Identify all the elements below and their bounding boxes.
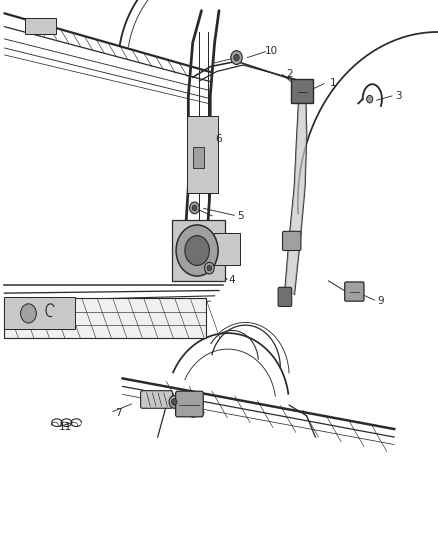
Circle shape — [231, 51, 242, 64]
FancyBboxPatch shape — [278, 287, 292, 306]
FancyBboxPatch shape — [4, 297, 75, 329]
Text: 10: 10 — [265, 46, 278, 55]
Circle shape — [207, 265, 212, 271]
FancyBboxPatch shape — [141, 391, 173, 408]
Text: 1: 1 — [329, 78, 336, 87]
Text: 3: 3 — [395, 91, 402, 101]
FancyBboxPatch shape — [345, 282, 364, 301]
Polygon shape — [285, 101, 307, 294]
Text: 2: 2 — [286, 69, 293, 78]
Circle shape — [176, 225, 218, 276]
Circle shape — [190, 202, 199, 214]
Circle shape — [205, 262, 214, 274]
FancyBboxPatch shape — [214, 233, 240, 265]
FancyBboxPatch shape — [187, 116, 218, 193]
Circle shape — [185, 236, 209, 265]
Circle shape — [21, 304, 36, 323]
Text: 2: 2 — [4, 309, 10, 318]
Text: 7: 7 — [115, 408, 122, 418]
FancyBboxPatch shape — [25, 18, 56, 34]
Circle shape — [192, 205, 197, 211]
Text: 11: 11 — [59, 423, 72, 432]
Text: 8: 8 — [189, 410, 196, 419]
FancyBboxPatch shape — [291, 79, 313, 103]
Text: 9: 9 — [378, 296, 385, 306]
Text: 6: 6 — [215, 134, 223, 143]
FancyBboxPatch shape — [283, 231, 301, 251]
FancyBboxPatch shape — [193, 147, 204, 168]
Circle shape — [172, 399, 177, 405]
Circle shape — [367, 95, 373, 103]
Text: 4: 4 — [229, 276, 236, 285]
FancyBboxPatch shape — [172, 220, 225, 281]
Circle shape — [169, 395, 180, 408]
Text: 5: 5 — [237, 212, 244, 221]
FancyBboxPatch shape — [4, 298, 206, 338]
Circle shape — [234, 54, 239, 61]
FancyBboxPatch shape — [176, 391, 203, 417]
